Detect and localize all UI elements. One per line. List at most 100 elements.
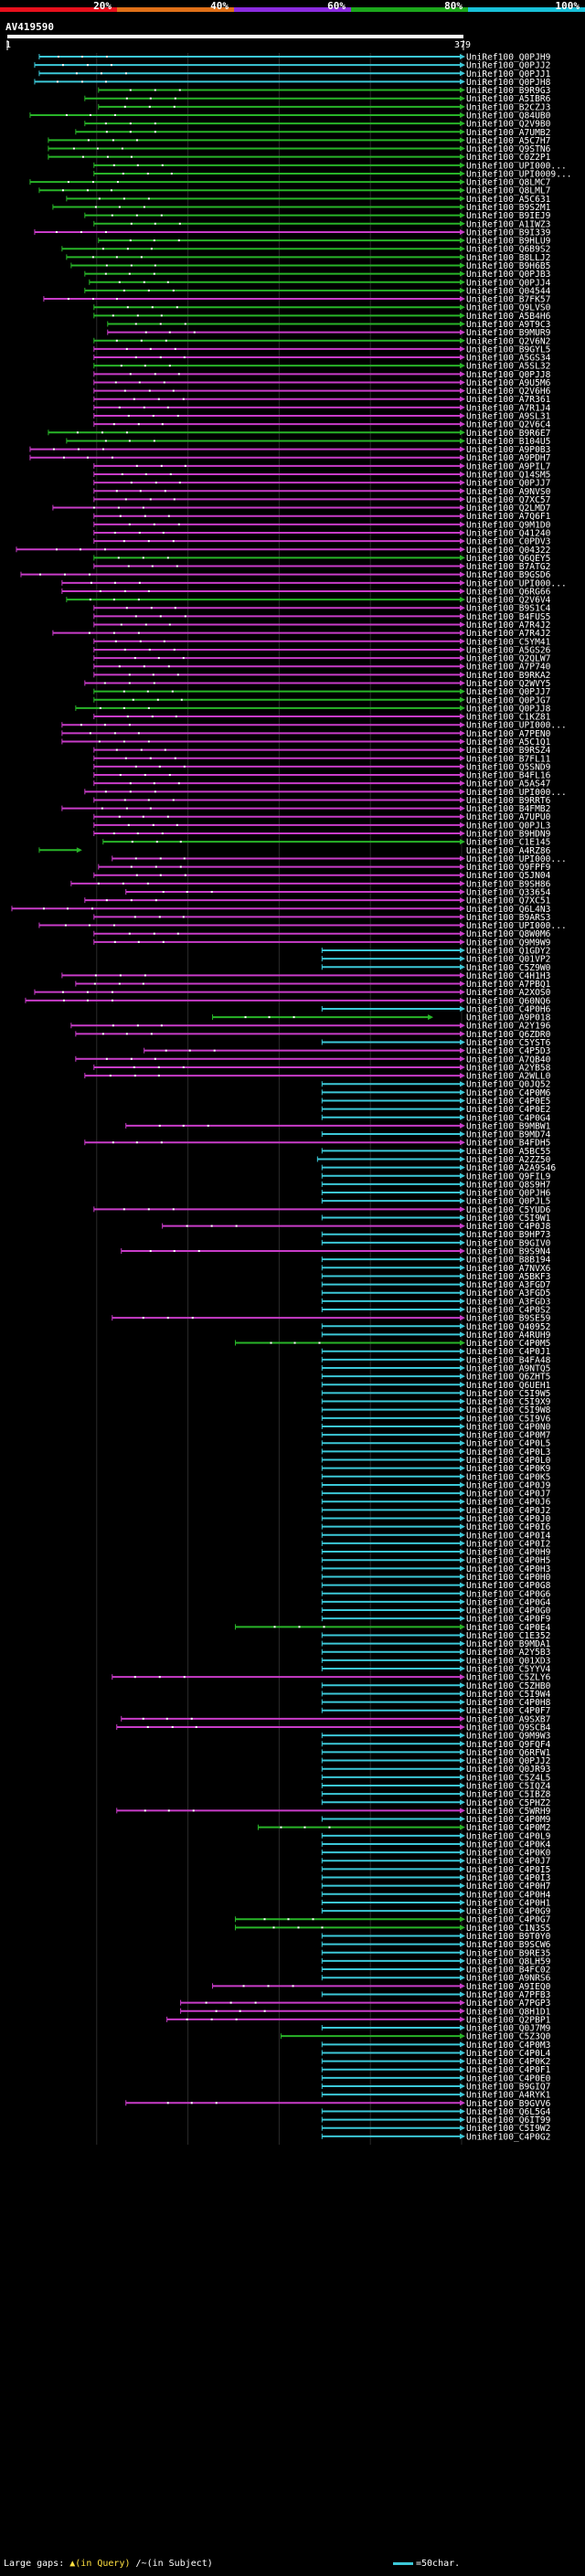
gap-mark: [149, 97, 152, 100]
hit-end-arrow: [460, 563, 465, 569]
gap-mark: [172, 799, 175, 801]
gap-mark: [154, 899, 157, 902]
hit-end-arrow: [460, 839, 465, 845]
hit-label: UniRef100_Q01XD3: [466, 1656, 551, 1666]
gap-mark: [154, 222, 156, 225]
hit-label: UniRef100_A9PIL7: [466, 461, 551, 472]
hit-end-arrow: [460, 956, 465, 962]
gap-mark: [176, 673, 179, 676]
hit-label: UniRef100_C5PHZ2: [466, 1798, 550, 1808]
hit-row: UniRef100_Q9FQF4: [321, 1740, 551, 1750]
hit-end-arrow: [460, 1415, 465, 1421]
hit-label: UniRef100_Q6L5G4: [466, 2107, 551, 2117]
hit-label: UniRef100_C5I9V6: [466, 1414, 551, 1424]
hit-label: UniRef100_Q0PJL5: [466, 1197, 550, 1207]
hit-end-arrow: [460, 1039, 465, 1045]
hit-end-arrow: [460, 1791, 465, 1797]
hit-end-arrow: [460, 2100, 465, 2106]
gap-mark: [123, 648, 126, 651]
gap-mark: [174, 757, 176, 759]
hit-end-arrow: [460, 646, 465, 652]
hit-end-arrow: [460, 722, 465, 728]
gap-mark: [98, 197, 101, 200]
gap-mark: [131, 841, 133, 843]
hit-end-arrow: [460, 1223, 465, 1229]
gap-mark: [153, 239, 155, 242]
hit-row: UniRef100_B9SCW6: [321, 1940, 551, 1950]
hit-label: UniRef100_Q9FPF9: [466, 863, 551, 873]
hit-end-arrow: [460, 329, 465, 335]
hit-end-arrow: [460, 1140, 465, 1146]
hit-end-arrow: [460, 162, 465, 168]
hit-end-arrow: [460, 2066, 465, 2072]
hit-end-arrow: [460, 228, 465, 235]
gap-mark: [168, 623, 171, 626]
hit-end-arrow: [460, 855, 465, 862]
hit-row: UniRef100_C4P0K5: [321, 1472, 550, 1482]
hit-label: UniRef100_B4FDH5: [466, 1139, 550, 1149]
hit-end-arrow: [460, 1557, 465, 1564]
gap-mark: [105, 56, 108, 58]
hit-end-arrow: [460, 1832, 465, 1839]
hit-label: UniRef100_C4P0K9: [466, 1464, 551, 1474]
hit-row: UniRef100_A7Q6F1: [93, 512, 551, 522]
hit-row: UniRef100_C5I9W4: [321, 1690, 551, 1700]
hit-label: UniRef100_Q0PJL3: [466, 821, 551, 831]
gap-mark: [178, 89, 181, 91]
hit-end-arrow: [460, 1256, 465, 1263]
hit-end-arrow: [460, 1064, 465, 1070]
scale-label: 40%: [210, 0, 229, 12]
hit-end-arrow: [460, 1507, 465, 1513]
hit-row: UniRef100_C4P0G4: [321, 1597, 551, 1607]
hit-end-arrow: [460, 472, 465, 477]
gap-mark: [115, 339, 118, 342]
hit-label: UniRef100_A7UMB2: [466, 128, 550, 138]
hit-label: UniRef100_Q9LVS0: [466, 303, 551, 313]
gap-mark: [86, 456, 89, 459]
gap-mark: [183, 356, 186, 359]
gap-mark: [174, 97, 176, 100]
hit-row: UniRef100_A5C1Q1: [61, 737, 551, 747]
hit-row: UniRef100_C4P0S2: [321, 1306, 550, 1316]
hit-label: UniRef100_C4P0M2: [466, 1823, 550, 1833]
hit-end-arrow: [460, 1598, 465, 1605]
gap-mark: [118, 815, 121, 818]
hit-label: UniRef100_Q8LH59: [466, 1956, 551, 1966]
hit-row: UniRef100_A7R4J2: [93, 620, 550, 631]
hit-row: UniRef100_C5Z9W0: [321, 963, 551, 973]
hit-end-arrow: [460, 1307, 465, 1312]
gap-mark: [119, 514, 122, 517]
gap-mark: [105, 1057, 108, 1060]
gap-mark: [80, 724, 82, 726]
hit-label: UniRef100_C4P0E0: [466, 2073, 551, 2083]
hit-label: UniRef100_B9RRT6: [466, 796, 551, 806]
hit-row: UniRef100_B9RSZ4: [93, 746, 551, 756]
hit-row: UniRef100_A9NVS0: [93, 487, 551, 497]
hit-row: UniRef100_A7R1J4: [93, 403, 551, 413]
hit-end-arrow: [460, 1850, 465, 1856]
hit-row: UniRef100_Q5SND9: [93, 762, 551, 772]
gap-mark: [129, 239, 132, 242]
gap-mark: [159, 323, 162, 325]
hit-row: UniRef100_A9SL31: [93, 412, 551, 422]
hit-label: UniRef100_A7PGP3: [466, 1998, 551, 2009]
gap-mark: [130, 1057, 133, 1060]
hit-row: UniRef100_C4P0G7: [235, 1915, 551, 1925]
hit-row: UniRef100_C4P0J7: [321, 1489, 551, 1500]
hit-row: UniRef100_C4P0E5: [321, 1097, 550, 1107]
hit-end-arrow: [460, 79, 465, 85]
gap-mark: [152, 823, 154, 826]
hit-row: UniRef100_A9IEQ0: [212, 1982, 551, 1992]
hit-end-arrow: [460, 1674, 465, 1680]
hit-end-arrow: [460, 1975, 465, 1981]
hit-row: UniRef100_B9MDA1: [321, 1639, 551, 1649]
hit-label: UniRef100_C4P0J9: [466, 1480, 551, 1490]
gap-mark: [182, 1065, 185, 1068]
hit-row: UniRef100_C4P0F1: [321, 2065, 551, 2075]
hit-label: UniRef100_Q9STN6: [466, 144, 551, 154]
hit-row: UniRef100_B9SH86: [70, 879, 551, 889]
hit-end-arrow: [460, 588, 465, 594]
hit-row: UniRef100_C1E145: [102, 838, 550, 848]
hit-end-arrow: [460, 1741, 465, 1747]
hit-row: UniRef100_A2ZZ50: [316, 1155, 551, 1165]
